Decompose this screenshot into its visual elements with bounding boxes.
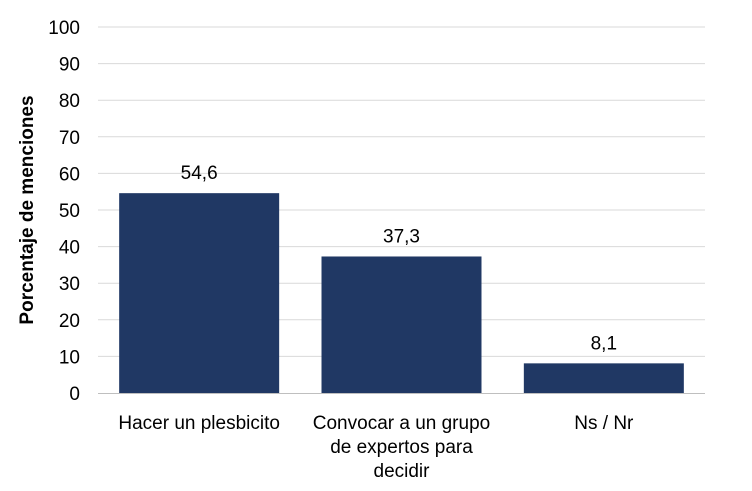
x-axis-categories: Hacer un plesbicito Convocar a un grupo de…: [118, 413, 634, 482]
y-tick-label: 30: [59, 274, 80, 295]
y-tick-label: 60: [59, 164, 80, 185]
y-tick-label: 90: [59, 55, 80, 76]
y-tick-label: 20: [59, 311, 80, 332]
y-tick-label: 40: [59, 238, 80, 259]
data-label: 8,1: [591, 333, 617, 354]
bars: [119, 193, 684, 393]
data-labels: 54,6 37,3 8,1: [181, 163, 617, 354]
bar: [523, 363, 684, 393]
x-category-label: Ns / Nr: [574, 413, 634, 434]
x-category-label: Hacer un plesbicito: [118, 413, 280, 434]
data-label: 54,6: [181, 163, 218, 184]
y-tick-label: 80: [59, 91, 80, 112]
x-category-line: Hacer un plesbicito: [118, 413, 280, 434]
x-category-line: de expertos para: [330, 437, 473, 458]
x-category-label: Convocar a un grupo de expertos para decid…: [313, 413, 490, 482]
bar: [321, 256, 482, 393]
y-axis-title: Porcentaje de menciones: [17, 95, 38, 324]
y-tick-label: 0: [69, 384, 80, 405]
x-category-line: decidir: [374, 461, 431, 482]
y-tick-label: 50: [59, 201, 80, 222]
data-label: 37,3: [383, 226, 420, 247]
y-tick-label: 70: [59, 128, 80, 149]
x-category-line: Convocar a un grupo: [313, 413, 490, 434]
y-axis-ticks: 0 10 20 30 40 50 60 70 80 90 100: [48, 18, 80, 405]
y-tick-label: 10: [59, 347, 80, 368]
bar: [119, 193, 280, 393]
x-category-line: Ns / Nr: [574, 413, 634, 434]
y-tick-label: 100: [48, 18, 80, 39]
